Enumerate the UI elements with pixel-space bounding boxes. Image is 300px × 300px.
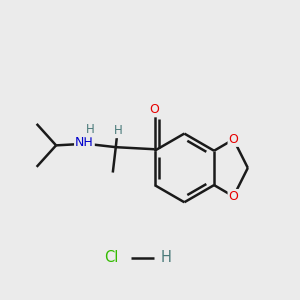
Text: O: O (229, 190, 238, 203)
Text: H: H (114, 124, 122, 137)
Text: O: O (229, 133, 238, 146)
Text: Cl: Cl (104, 250, 118, 265)
Text: H: H (161, 250, 172, 265)
Text: NH: NH (75, 136, 94, 149)
Text: O: O (150, 103, 160, 116)
Text: H: H (85, 123, 94, 136)
